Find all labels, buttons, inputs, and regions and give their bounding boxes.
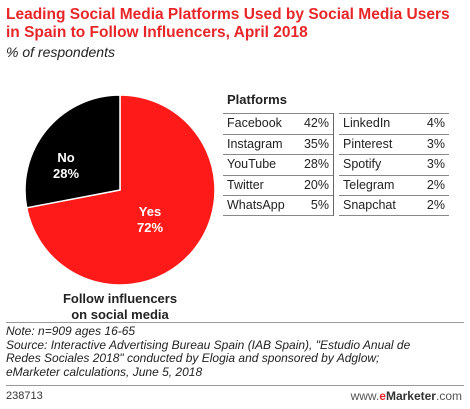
pie-label-yes-name: Yes (138, 204, 162, 219)
chart-title: Leading Social Media Platforms Used by S… (6, 6, 450, 41)
table-row: Twitter 20% (223, 174, 333, 196)
platform-name: LinkedIn (343, 116, 391, 130)
brand-suffix: .com (435, 389, 462, 403)
platform-value: 42% (303, 116, 329, 130)
platform-name: Facebook (227, 116, 282, 130)
platform-name: YouTube (227, 157, 277, 171)
platform-name: Pinterest (343, 136, 393, 151)
pie-slice-no (24, 94, 121, 209)
source-line: Source: Interactive Advertising Bureau S… (6, 337, 411, 352)
platform-name: Twitter (227, 177, 264, 192)
platform-name: Instagram (227, 136, 283, 151)
platforms-panel: Platforms Facebook 42% Instagram 35% YouTu… (221, 87, 453, 237)
footer-divider (6, 385, 464, 386)
chart-subtitle: % of respondents (6, 44, 115, 60)
table-row: Telegram 2% (339, 174, 449, 196)
brand-prefix: www. (350, 389, 380, 403)
pie-label-no: No 28% (36, 150, 96, 182)
table-row: YouTube 28% (223, 154, 333, 175)
pie-caption: Follow influencers on social media (40, 291, 200, 323)
pie-label-yes-value: 72% (136, 220, 164, 235)
platform-name: WhatsApp (227, 198, 285, 212)
table-row: Spotify 3% (339, 154, 449, 175)
platform-value: 5% (310, 198, 329, 212)
platform-value: 35% (303, 136, 329, 151)
pie-label-no-value: 28% (52, 166, 80, 181)
platform-value: 4% (426, 116, 445, 130)
platform-name: Spotify (343, 157, 382, 171)
platform-value: 2% (426, 198, 445, 212)
table-row: Instagram 35% (223, 133, 333, 155)
chart-id: 238713 (6, 390, 43, 402)
table-row: Snapchat 2% (339, 195, 449, 216)
platform-value: 28% (303, 157, 329, 171)
pie-caption-line2: on social media (71, 307, 169, 322)
platform-value: 3% (426, 136, 445, 151)
source-line: eMarketer calculations, June 5, 2018 (6, 364, 203, 379)
table-row: LinkedIn 4% (339, 113, 449, 134)
pie-slice-yes (25, 94, 216, 286)
source-line: Redes Sociales 2018" conducted by Elogia… (6, 351, 380, 365)
brand-link[interactable]: www.eMarketer.com (351, 389, 462, 403)
platform-value: 20% (303, 177, 329, 192)
platform-value: 2% (426, 177, 445, 192)
platforms-heading: Platforms (227, 92, 287, 107)
platform-name: Telegram (343, 177, 395, 192)
note-line: Note: n=909 ages 16-65 (6, 324, 136, 338)
source-notes: Note: n=909 ages 16-65 Source: Interacti… (6, 324, 466, 379)
brand-main: Marketer (385, 389, 436, 403)
table-row: WhatsApp 5% (223, 195, 333, 216)
brand-e: e (379, 389, 386, 403)
table-row: Pinterest 3% (339, 133, 449, 155)
platform-value: 3% (426, 157, 445, 171)
platforms-column-right: LinkedIn 4% Pinterest 3% Spotify 3% Telegra… (339, 113, 449, 216)
platform-name: Snapchat (343, 198, 396, 212)
pie-label-yes: Yes 72% (120, 204, 180, 236)
pie-caption-line1: Follow influencers (62, 291, 178, 306)
pie-label-no-name: No (57, 150, 75, 165)
table-row: Facebook 42% (223, 113, 333, 134)
notes-divider (6, 322, 464, 323)
platforms-column-left: Facebook 42% Instagram 35% YouTube 28% Twit… (223, 113, 334, 216)
